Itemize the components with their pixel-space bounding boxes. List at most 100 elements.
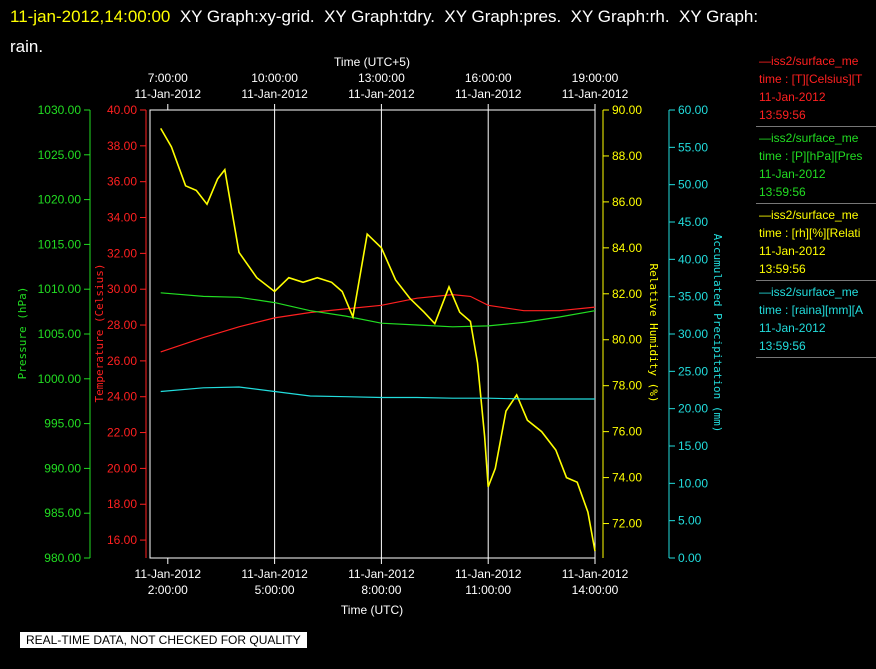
rain-tick-label: 40.00 bbox=[678, 252, 708, 266]
rain-tick-label: 60.00 bbox=[678, 103, 708, 117]
rh-tick-label: 90.00 bbox=[612, 103, 642, 117]
x-bottom-tick-time: 14:00:00 bbox=[572, 583, 619, 597]
graph-list: XY Graph:xy-grid. XY Graph:tdry. XY Grap… bbox=[170, 7, 759, 26]
legend-line: 13:59:56 bbox=[759, 185, 806, 199]
x-bottom-tick-time: 11:00:00 bbox=[465, 583, 511, 597]
x-top-tick-time: 7:00:00 bbox=[148, 71, 188, 85]
pressure-tick-label: 985.00 bbox=[44, 506, 81, 520]
graph-title: 11-jan-2012,14:00:00 XY Graph:xy-grid. X… bbox=[10, 2, 860, 62]
pressure-tick-label: 1030.00 bbox=[38, 103, 82, 117]
rh-tick-label: 78.00 bbox=[612, 379, 642, 393]
legend-line: 13:59:56 bbox=[759, 108, 806, 122]
temperature-tick-label: 26.00 bbox=[107, 354, 137, 368]
rh-tick-label: 84.00 bbox=[612, 241, 642, 255]
x-top-tick-date: 11-Jan-2012 bbox=[455, 87, 522, 101]
x-top-tick-time: 13:00:00 bbox=[358, 71, 405, 85]
x-bottom-tick-time: 2:00:00 bbox=[148, 583, 188, 597]
x-top-tick-time: 19:00:00 bbox=[572, 71, 619, 85]
legend-line: 11-Jan-2012 bbox=[759, 244, 826, 258]
x-top-tick-time: 16:00:00 bbox=[465, 71, 512, 85]
rain-tick-label: 10.00 bbox=[678, 476, 708, 490]
temperature-axis-label: Temperature (Celsius) bbox=[93, 263, 106, 402]
legend-line: —iss2/surface_me bbox=[759, 54, 859, 68]
temperature-tick-label: 38.00 bbox=[107, 139, 137, 153]
rh-axis-label: Relative Humidity (%) bbox=[647, 263, 660, 402]
legend-line: —iss2/surface_me bbox=[759, 208, 859, 222]
pressure-series-line bbox=[160, 292, 596, 328]
quality-notice: REAL-TIME DATA, NOT CHECKED FOR QUALITY bbox=[20, 632, 307, 648]
rh-tick-label: 86.00 bbox=[612, 195, 642, 209]
x-bottom-tick-date: 11-Jan-2012 bbox=[348, 567, 415, 581]
rh-tick-label: 80.00 bbox=[612, 333, 642, 347]
legend-line: 11-Jan-2012 bbox=[759, 321, 826, 335]
rain-tick-label: 50.00 bbox=[678, 178, 708, 192]
legend-line: 11-Jan-2012 bbox=[759, 167, 826, 181]
legend-line: time : [P][hPa][Pres bbox=[759, 149, 863, 163]
rh-tick-label: 76.00 bbox=[612, 425, 642, 439]
legend-entry: —iss2/surface_me time : [raina][mm][A 11-J… bbox=[756, 281, 876, 358]
rain-tick-label: 15.00 bbox=[678, 439, 708, 453]
temperature-tick-label: 18.00 bbox=[107, 497, 137, 511]
temperature-tick-label: 32.00 bbox=[107, 246, 137, 260]
temperature-tick-label: 16.00 bbox=[107, 533, 137, 547]
legend-line: time : [rh][%][Relati bbox=[759, 226, 861, 240]
x-bottom-tick-time: 5:00:00 bbox=[255, 583, 295, 597]
legend: —iss2/surface_me time : [T][Celsius][T 11-… bbox=[756, 50, 876, 358]
x-bottom-tick-date: 11-Jan-2012 bbox=[135, 567, 202, 581]
pressure-tick-label: 1025.00 bbox=[38, 148, 82, 162]
temperature-tick-label: 36.00 bbox=[107, 175, 137, 189]
x-axis-bottom-label: Time (UTC) bbox=[341, 603, 403, 617]
x-bottom-tick-date: 11-Jan-2012 bbox=[241, 567, 308, 581]
x-top-tick-time: 10:00:00 bbox=[251, 71, 298, 85]
pressure-tick-label: 1005.00 bbox=[38, 327, 82, 341]
temperature-tick-label: 28.00 bbox=[107, 318, 137, 332]
series-lines bbox=[160, 127, 596, 552]
rain-tick-label: 25.00 bbox=[678, 364, 708, 378]
grid-lines bbox=[274, 110, 489, 558]
x-axis-top-label: Time (UTC+5) bbox=[334, 55, 410, 69]
pressure-tick-label: 995.00 bbox=[44, 417, 81, 431]
x-bottom-tick-date: 11-Jan-2012 bbox=[455, 567, 522, 581]
x-bottom-tick-date: 11-Jan-2012 bbox=[562, 567, 629, 581]
pressure-tick-label: 1020.00 bbox=[38, 193, 82, 207]
temperature-tick-label: 22.00 bbox=[107, 426, 137, 440]
rain-tick-label: 45.00 bbox=[678, 215, 708, 229]
rain-tick-label: 0.00 bbox=[678, 551, 702, 565]
legend-line: 11-Jan-2012 bbox=[759, 90, 826, 104]
legend-line: —iss2/surface_me bbox=[759, 131, 859, 145]
rain-tick-label: 20.00 bbox=[678, 402, 708, 416]
rain-tick-label: 5.00 bbox=[678, 514, 702, 528]
x-top-tick-date: 11-Jan-2012 bbox=[348, 87, 415, 101]
temperature-tick-label: 20.00 bbox=[107, 461, 137, 475]
rain-axis-label: Accumulated Precipitation (mm) bbox=[711, 234, 724, 433]
rh-series-line bbox=[160, 127, 596, 552]
plot-area bbox=[149, 109, 596, 559]
legend-line: time : [T][Celsius][T bbox=[759, 72, 863, 86]
pressure-axis-label: Pressure (hPa) bbox=[16, 287, 29, 380]
x-top-tick-date: 11-Jan-2012 bbox=[562, 87, 629, 101]
pressure-tick-label: 990.00 bbox=[44, 461, 81, 475]
rain-tick-label: 30.00 bbox=[678, 327, 708, 341]
rain-tick-label: 35.00 bbox=[678, 290, 708, 304]
legend-line: 13:59:56 bbox=[759, 262, 806, 276]
temperature-tick-label: 30.00 bbox=[107, 282, 137, 296]
x-top-tick-date: 11-Jan-2012 bbox=[135, 87, 202, 101]
legend-line: time : [raina][mm][A bbox=[759, 303, 864, 317]
temperature-tick-label: 24.00 bbox=[107, 390, 137, 404]
pressure-tick-label: 1015.00 bbox=[38, 237, 82, 251]
pressure-tick-label: 980.00 bbox=[44, 551, 81, 565]
temperature-series-line bbox=[160, 293, 596, 353]
x-top-tick-date: 11-Jan-2012 bbox=[241, 87, 308, 101]
x-bottom-tick-time: 8:00:00 bbox=[361, 583, 401, 597]
pressure-tick-label: 1010.00 bbox=[38, 282, 82, 296]
graph-list-continued: rain. bbox=[10, 37, 44, 56]
rain-tick-label: 55.00 bbox=[678, 140, 708, 154]
temperature-tick-label: 34.00 bbox=[107, 211, 137, 225]
legend-line: 13:59:56 bbox=[759, 339, 806, 353]
rh-tick-label: 74.00 bbox=[612, 471, 642, 485]
rh-tick-label: 88.00 bbox=[612, 149, 642, 163]
